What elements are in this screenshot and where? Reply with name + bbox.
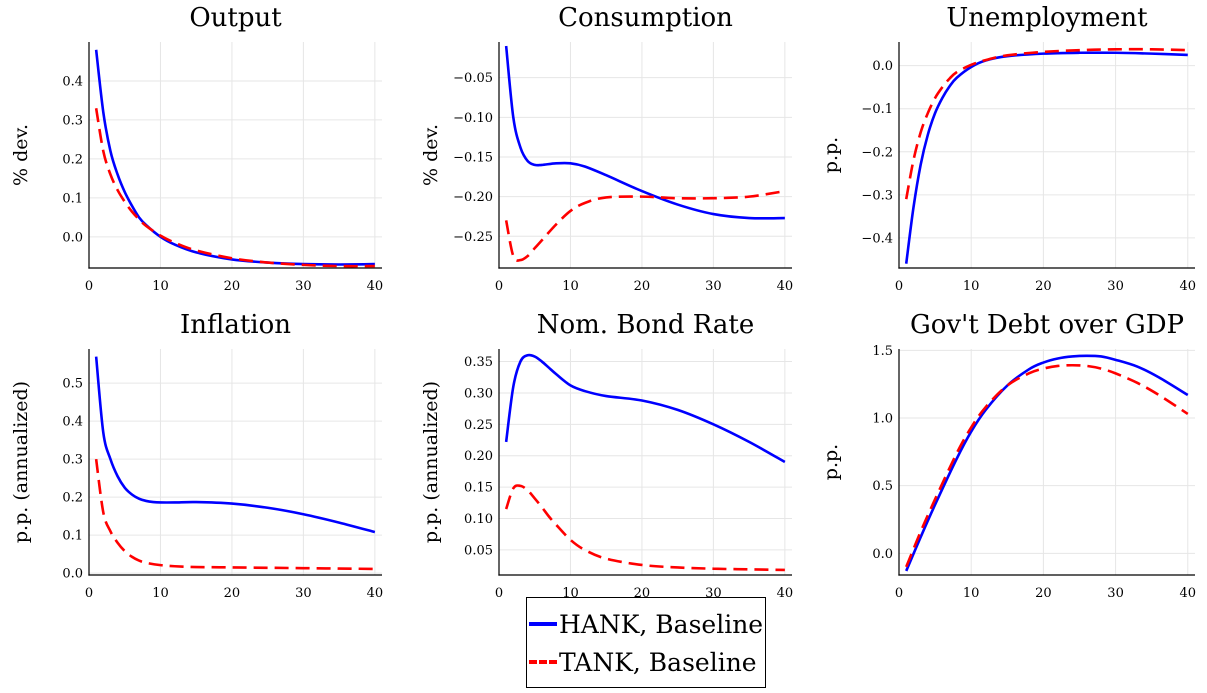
panel-3-series-tank-line	[904, 47, 1188, 200]
panel-3-series-hank-line	[904, 51, 1188, 264]
panel-1-ytick-label: 0.1	[62, 191, 83, 206]
panel-5-title: Nom. Bond Rate	[537, 310, 755, 340]
panel-5-xtick-label: 0	[495, 586, 503, 601]
panel-2-series-hank-line	[504, 45, 785, 220]
panel-5-xtick-label: 40	[777, 586, 794, 601]
panel-2-ylabel: % dev.	[420, 124, 442, 186]
panel-2-ytick-label: −0.20	[453, 190, 493, 205]
panel-6-title: Gov't Debt over GDP	[910, 310, 1184, 340]
panel-4-xtick-label: 30	[295, 586, 312, 601]
panel-4-xtick-label: 10	[152, 586, 169, 601]
panel-6-xtick-label: 20	[1035, 586, 1052, 601]
panel-5-ytick-label: 0.35	[464, 355, 493, 370]
panel-3-ytick-label: 0.0	[872, 59, 893, 74]
panel-4-series-hank-line	[94, 356, 376, 534]
panel-4-ytick-label: 0.3	[62, 453, 83, 468]
panel-2-xtick-label: 0	[495, 279, 503, 294]
panel-3-xtick-label: 30	[1107, 279, 1124, 294]
panel-2-series-tank-line	[504, 189, 786, 262]
panel-2-xtick-label: 40	[777, 279, 794, 294]
panel-2-xtick-label: 10	[562, 279, 579, 294]
panel-1-xtick-label: 10	[152, 279, 169, 294]
panel-5-ylabel: p.p. (annualized)	[420, 381, 442, 543]
panel-2-xtick-label: 20	[634, 279, 651, 294]
legend-item-hank: HANK, Baseline	[527, 604, 763, 644]
legend-label-tank: TANK, Baseline	[559, 647, 757, 677]
panel-1-series-hank-line	[94, 49, 375, 266]
panel-1-ytick-label: 0.2	[62, 152, 83, 167]
panel-4-ytick-label: 0.4	[62, 415, 83, 430]
panel-4-ytick-label: 0.1	[62, 529, 83, 544]
panel-1-title: Output	[189, 3, 282, 33]
panel-1-xtick-label: 20	[224, 279, 241, 294]
panel-2-ytick-label: −0.15	[453, 150, 493, 165]
panel-6-xtick-label: 10	[963, 586, 980, 601]
panel-6-ylabel: p.p.	[820, 444, 842, 480]
panel-6-ytick-label: 1.0	[872, 412, 893, 427]
panel-5-ytick-label: 0.10	[464, 512, 493, 527]
panel-1-xtick-label: 40	[367, 279, 384, 294]
panel-1-ytick-label: 0.0	[62, 230, 83, 245]
panel-3-ytick-label: −0.3	[861, 188, 893, 203]
panel-3-ytick-label: −0.4	[861, 231, 893, 246]
panel-2-title: Consumption	[558, 3, 733, 33]
panel-1-xtick-label: 0	[85, 279, 93, 294]
panel-4-xtick-label: 40	[367, 586, 384, 601]
panel-2-ytick-label: −0.10	[453, 111, 493, 126]
panel-3-title: Unemployment	[946, 3, 1148, 33]
panel-3-xtick-label: 10	[963, 279, 980, 294]
panel-6-ytick-label: 0.0	[872, 547, 893, 562]
panel-4-ytick-label: 0.2	[62, 491, 83, 506]
panel-4-xtick-label: 20	[224, 586, 241, 601]
panel-3-xtick-label: 20	[1035, 279, 1052, 294]
panel-2-ytick-label: −0.25	[453, 230, 493, 245]
panel-1-ytick-label: 0.4	[62, 74, 83, 89]
panel-4-ytick-label: 0.5	[62, 377, 83, 392]
legend-swatch-tank	[529, 660, 557, 664]
panel-4-ylabel: p.p. (annualized)	[10, 381, 32, 543]
panel-1-ytick-label: 0.3	[62, 113, 83, 128]
panel-3-ytick-label: −0.1	[861, 102, 893, 117]
panel-1-series-tank-line	[94, 108, 375, 268]
panel-1-xtick-label: 30	[295, 279, 312, 294]
panel-5-ytick-label: 0.15	[464, 481, 493, 496]
panel-5-series-hank-line	[504, 353, 786, 464]
panel-2-xtick-label: 30	[705, 279, 722, 294]
panel-6-series-hank-line	[905, 354, 1189, 572]
panel-4-ytick-label: 0.0	[62, 567, 83, 582]
panel-5-ytick-label: 0.05	[464, 543, 493, 558]
legend: HANK, Baseline TANK, Baseline	[526, 597, 766, 688]
panel-4-series-tank-line	[94, 458, 375, 571]
panel-2-ytick-label: −0.05	[453, 71, 493, 86]
panel-6-xtick-label: 40	[1180, 586, 1197, 601]
legend-item-tank: TANK, Baseline	[527, 642, 757, 682]
panel-6-ytick-label: 0.5	[872, 479, 893, 494]
panel-6-ytick-label: 1.5	[872, 344, 893, 359]
panel-4-xtick-label: 0	[85, 586, 93, 601]
panel-5-series-tank-line	[504, 484, 785, 572]
panel-3-ylabel: p.p.	[820, 137, 842, 173]
panel-4-title: Inflation	[180, 310, 291, 340]
legend-label-hank: HANK, Baseline	[559, 609, 764, 639]
panel-5-ytick-label: 0.30	[464, 386, 493, 401]
panel-6-xtick-label: 0	[895, 586, 903, 601]
panel-5-ytick-label: 0.25	[464, 418, 493, 433]
panel-5-ytick-label: 0.20	[464, 449, 493, 464]
panel-3-xtick-label: 0	[895, 279, 903, 294]
panel-3-xtick-label: 40	[1180, 279, 1197, 294]
legend-swatch-hank	[529, 622, 557, 626]
panel-3-ytick-label: −0.2	[861, 145, 893, 160]
panel-6-xtick-label: 30	[1107, 586, 1124, 601]
panel-1-ylabel: % dev.	[10, 124, 32, 186]
panel-6-series-tank-line	[905, 363, 1189, 568]
